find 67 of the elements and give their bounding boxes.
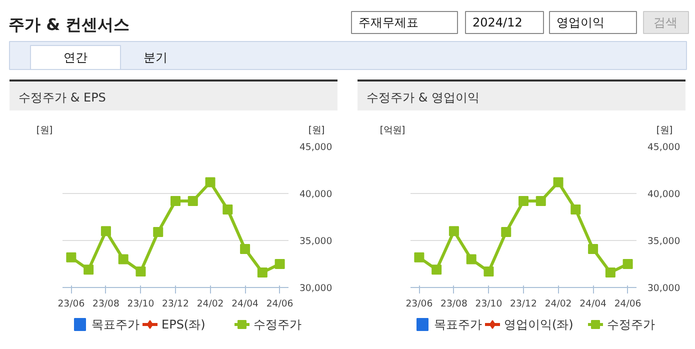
point (448, 226, 459, 236)
point (622, 259, 633, 269)
text: 주가 & 컨센서스 (8, 15, 130, 34)
point (536, 196, 546, 206)
point (432, 264, 442, 275)
point (205, 177, 216, 188)
point (240, 244, 250, 254)
text: 연간 (64, 50, 88, 64)
point (100, 226, 111, 236)
y2-tick-label: 30,000 (648, 283, 680, 294)
legend-label: 수정주가 (254, 318, 302, 332)
text: 분기 (144, 50, 168, 64)
text: 검색 (654, 16, 678, 30)
point (414, 252, 424, 262)
x-tick-label: 23/12 (510, 298, 537, 310)
legend-label: 수정주가 (607, 318, 655, 332)
x-tick-label: 24/04 (580, 298, 607, 310)
x-tick-label: 24/06 (614, 298, 642, 310)
chart-title: 수정주가 & EPS (18, 90, 106, 104)
point (605, 267, 616, 278)
x-tick-label: 24/06 (266, 298, 294, 310)
point (170, 196, 180, 206)
x-tick-label: 24/02 (544, 298, 572, 310)
point (257, 267, 268, 278)
point (153, 227, 164, 238)
y2-tick-label: 45,000 (648, 142, 680, 153)
legend-label: 영업이익(좌) (504, 318, 574, 332)
y-axis-title: [원] (36, 125, 53, 136)
x-tick-label: 23/10 (127, 298, 154, 310)
y2-tick-label: 35,000 (300, 236, 332, 247)
point (222, 204, 233, 214)
legend-label: 목표주가 (92, 318, 140, 332)
x-tick-label: 23/06 (58, 298, 85, 310)
y2-tick-label: 40,000 (300, 189, 332, 200)
y2-tick-label: 30,000 (300, 283, 332, 294)
point (518, 196, 528, 206)
point (188, 196, 198, 206)
point (484, 266, 494, 277)
point (274, 259, 285, 269)
x-tick-label: 23/12 (162, 298, 189, 310)
y2-axis-title: [원] (308, 125, 325, 136)
text: 영업이익 (556, 16, 604, 30)
y2-axis-title: [원] (656, 125, 673, 136)
y2-tick-label: 40,000 (648, 189, 680, 200)
point (136, 266, 146, 277)
point (570, 204, 581, 214)
point (66, 252, 76, 262)
text: 2024/12 (472, 16, 522, 30)
x-tick-label: 24/02 (196, 298, 224, 310)
legend-label: EPS(좌) (162, 318, 206, 332)
y2-tick-label: 45,000 (300, 142, 332, 153)
y2-tick-label: 35,000 (648, 236, 680, 247)
point (118, 254, 128, 264)
x-tick-label: 23/08 (92, 298, 120, 310)
legend-label: 목표주가 (434, 318, 482, 332)
x-tick-label: 23/08 (440, 298, 468, 310)
point (84, 264, 94, 275)
x-tick-label: 24/04 (232, 298, 259, 310)
point (466, 254, 476, 264)
point (553, 177, 564, 188)
chart-title: 수정주가 & 영업이익 (366, 90, 480, 104)
y-axis-title: [억원] (380, 125, 406, 136)
text: 주재무제표 (358, 16, 418, 30)
point (501, 227, 512, 238)
x-tick-label: 23/10 (475, 298, 502, 310)
x-tick-label: 23/06 (406, 298, 433, 310)
point (588, 244, 598, 254)
